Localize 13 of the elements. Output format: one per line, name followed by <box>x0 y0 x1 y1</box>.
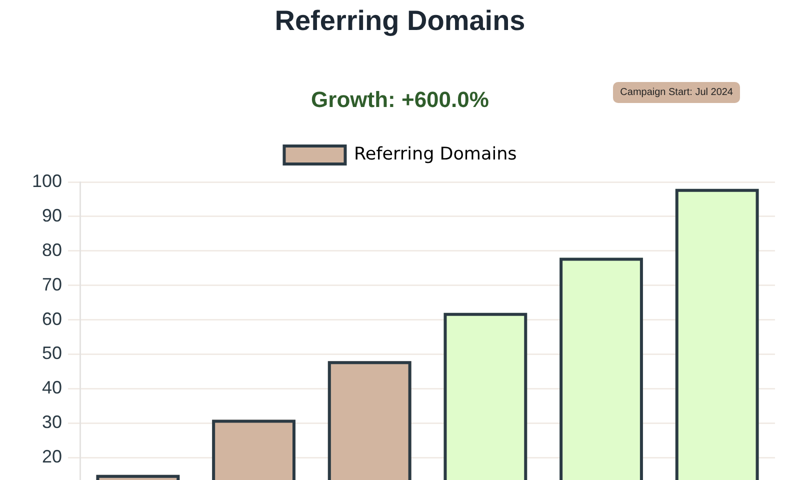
y-tick-label: 60 <box>42 308 62 329</box>
y-tick-label: 80 <box>42 240 62 260</box>
text: Campaign Start: Jul 2024 <box>613 82 740 103</box>
y-tick-label: 30 <box>42 412 62 432</box>
y-tick-label: 20 <box>42 446 62 467</box>
text: Growth: +600.0% <box>311 87 489 112</box>
y-tick-label: 40 <box>42 378 62 398</box>
y-tick-label: 90 <box>42 205 62 226</box>
y-tick-label: 70 <box>42 274 62 294</box>
legend-label: Referring Domains <box>354 144 517 165</box>
y-tick-label: 100 <box>32 170 62 191</box>
y-tick-label: 50 <box>42 343 62 364</box>
chart-title: Referring Domains <box>274 5 526 37</box>
